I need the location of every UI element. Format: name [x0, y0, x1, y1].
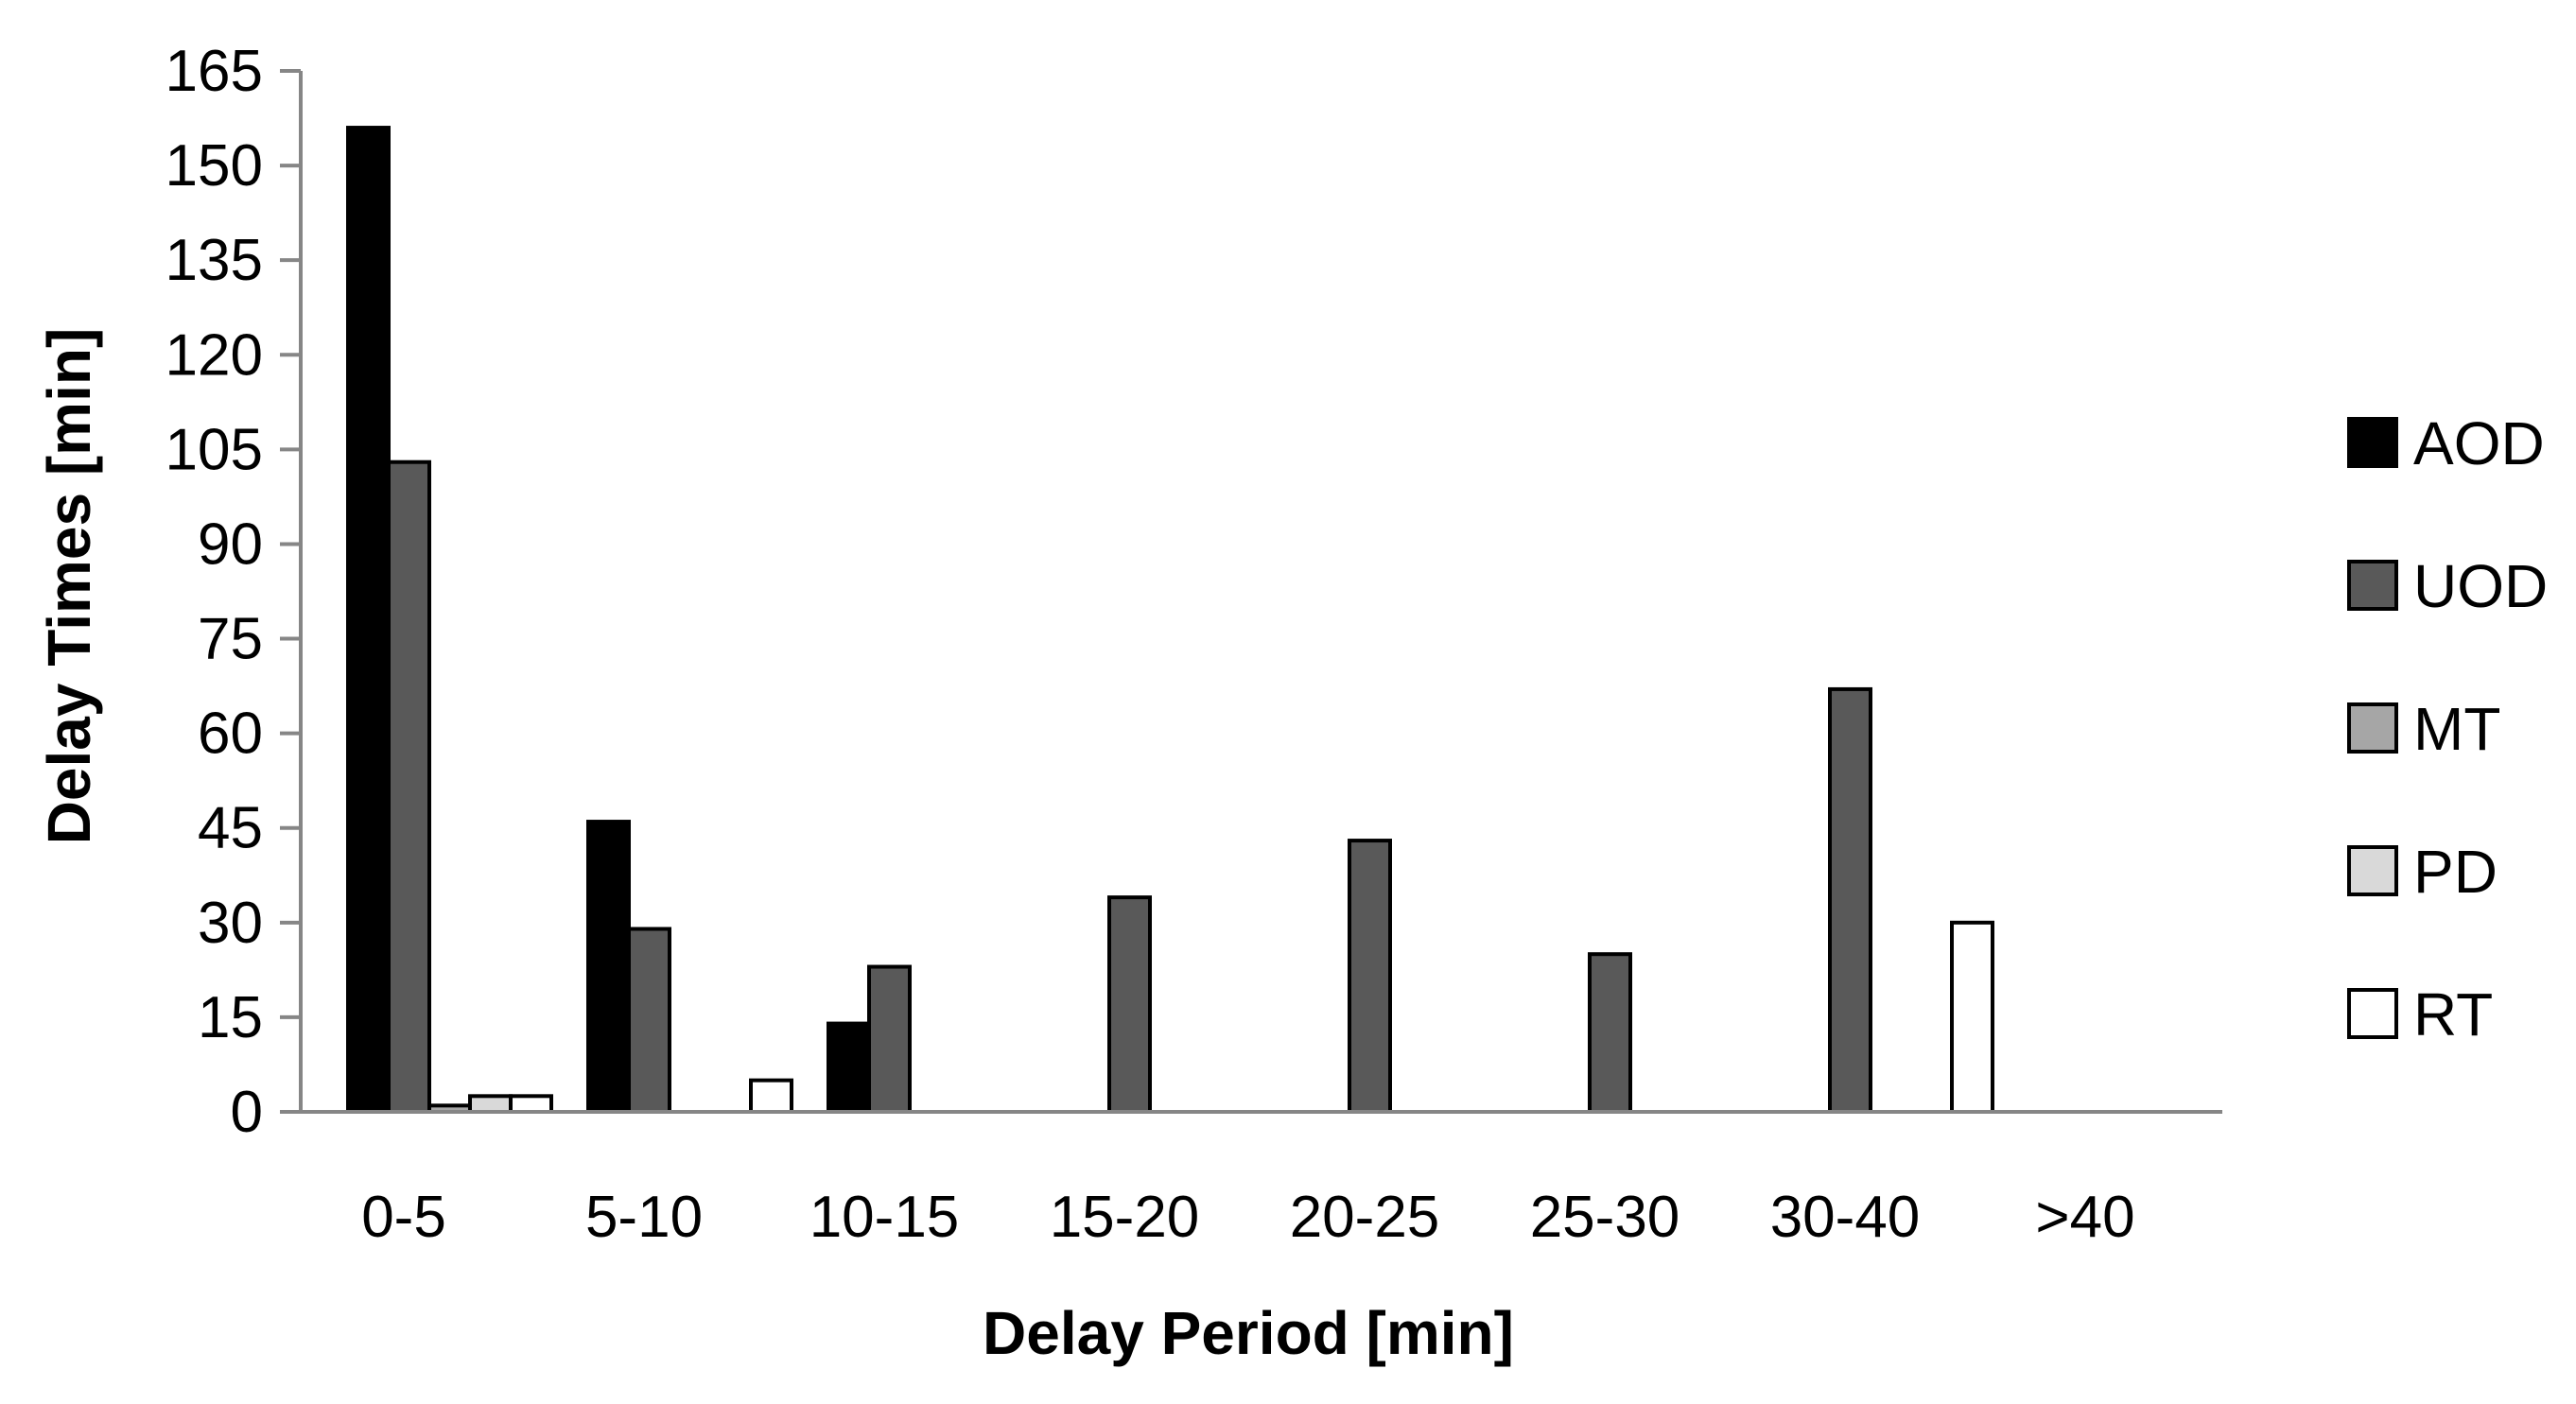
y-tick-label: 120 [165, 322, 263, 388]
legend-label: MT [2413, 695, 2500, 763]
x-tick-label: 30-40 [1770, 1185, 1921, 1250]
x-tick-label: 15-20 [1050, 1185, 1200, 1250]
x-axis-tick-labels: 0-5 5-10 10-15 15-20 20-25 25-30 30-40 >40 [361, 1185, 2134, 1250]
bar-uod-5 [1348, 839, 1392, 1115]
x-tick-label: 25-30 [1530, 1185, 1680, 1250]
axes [280, 71, 2222, 1114]
bar-uod-7 [1828, 686, 1872, 1114]
legend-item-mt: MT [2347, 695, 2500, 763]
legend-swatch [2347, 988, 2398, 1039]
bar-pd-1 [468, 1094, 513, 1115]
y-tick-label: 165 [165, 39, 263, 104]
x-tick-label: 10-15 [809, 1185, 960, 1250]
bar-uod-6 [1588, 952, 1632, 1114]
x-tick-label: >40 [2035, 1185, 2134, 1250]
y-tick-label: 105 [165, 417, 263, 482]
x-tick-label: 0-5 [361, 1185, 446, 1250]
bar-aod-1 [346, 126, 391, 1114]
legend-label: PD [2413, 838, 2498, 906]
legend-item-rt: RT [2347, 980, 2493, 1049]
y-tick-label: 30 [198, 891, 263, 956]
legend-swatch [2347, 702, 2398, 754]
bar-uod-3 [867, 964, 912, 1115]
x-tick-label: 5-10 [585, 1185, 703, 1250]
y-tick-label: 135 [165, 228, 263, 293]
bar-uod-1 [387, 459, 431, 1114]
x-tick-label: 20-25 [1290, 1185, 1440, 1250]
legend: AOD UOD MT PD RT [2347, 409, 2548, 1049]
bar-aod-3 [827, 1021, 871, 1114]
legend-label: RT [2413, 980, 2493, 1049]
bar-uod-4 [1107, 895, 1152, 1114]
bars [346, 126, 1994, 1115]
bar-rt-1 [509, 1094, 553, 1115]
y-tick-label: 15 [198, 985, 263, 1050]
y-axis-title: Delay Times [min] [35, 328, 103, 845]
x-axis-title: Delay Period [min] [983, 1299, 1514, 1367]
legend-item-pd: PD [2347, 838, 2498, 906]
bar-rt-7 [1950, 920, 1994, 1114]
y-tick-label: 45 [198, 796, 263, 861]
legend-item-uod: UOD [2347, 552, 2548, 620]
legend-swatch [2347, 845, 2398, 896]
legend-item-aod: AOD [2347, 409, 2545, 477]
legend-label: AOD [2413, 409, 2545, 477]
y-tick-label: 90 [198, 511, 263, 577]
y-tick-label: 60 [198, 702, 263, 767]
y-axis-ticks: 0 15 30 45 60 75 90 105 120 135 150 165 [165, 39, 301, 1145]
legend-label: UOD [2413, 552, 2548, 620]
y-tick-label: 75 [198, 607, 263, 672]
y-tick-label: 150 [165, 133, 263, 199]
y-tick-label: 0 [231, 1080, 263, 1145]
bar-rt-2 [749, 1078, 793, 1114]
legend-swatch [2347, 560, 2398, 611]
bar-uod-2 [627, 927, 671, 1114]
bar-aod-2 [586, 820, 631, 1115]
legend-swatch [2347, 417, 2398, 468]
